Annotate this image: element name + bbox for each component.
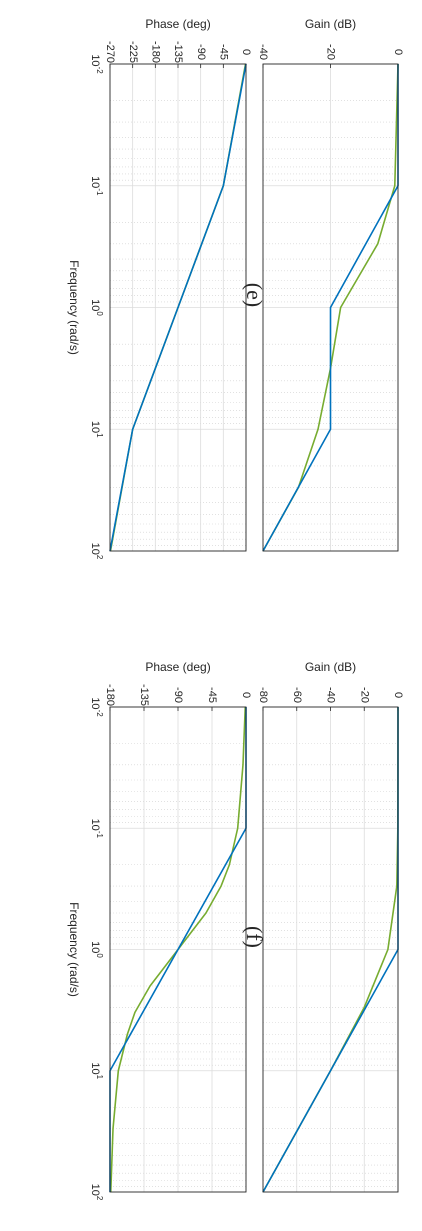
x-tick-label: 101 (89, 1062, 104, 1079)
x-tick-label: 102 (89, 1184, 104, 1201)
y-tick-label: -40 (325, 687, 337, 703)
y-tick-label: -180 (149, 41, 161, 63)
y-tick-label: -90 (195, 44, 207, 60)
y-axis-label: Gain (dB) (305, 660, 356, 674)
y-tick-label: 0 (240, 692, 252, 698)
x-tick-label: 10-1 (89, 176, 104, 196)
y-tick-label: -45 (217, 44, 229, 60)
x-tick-label: 10-1 (89, 819, 104, 839)
panel-label: (e) (242, 283, 267, 307)
y-axis-label: Gain (dB) (305, 17, 356, 31)
asymptotic-approximation-line (109, 63, 247, 552)
y-tick-label: -135 (138, 684, 150, 706)
gain-subplot: -40 -20 0 Gain (dB) (257, 17, 404, 552)
gain-subplot: -80 -60 -40 -20 0 Gain (dB) (257, 660, 404, 1193)
y-axis-label: Phase (deg) (145, 660, 210, 674)
y-tick-label: 0 (392, 692, 404, 698)
y-tick-label: 0 (392, 49, 404, 55)
x-tick-label: 10-2 (89, 54, 104, 74)
phase-subplot: -180 -135 -90 -45 0 Phase (deg) (104, 660, 252, 1193)
y-tick-label: -180 (104, 684, 116, 706)
y-tick-label: -80 (257, 687, 269, 703)
figure-f: -80 -60 -40 -20 0 Gain (dB) -180 -135 -90 -45 0 Pha… (67, 660, 404, 1201)
y-axis-label: Phase (deg) (145, 17, 210, 31)
figure-e: -40 -20 0 Gain (dB) -270 -225 -180 -135 -90 -45 0 P… (67, 17, 404, 560)
x-tick-label: 102 (89, 543, 104, 560)
x-tick-label: 101 (89, 421, 104, 438)
y-tick-label: -225 (127, 41, 139, 63)
x-tick-label: 100 (89, 941, 104, 958)
panel-label: (f) (242, 926, 267, 948)
x-tick-label: 10-2 (89, 697, 104, 717)
y-tick-label: -45 (206, 687, 218, 703)
phase-subplot: -270 -225 -180 -135 -90 -45 0 Phase (deg) (104, 17, 252, 552)
x-axis-label: Frequency (rad/s) (67, 902, 81, 997)
y-tick-label: 0 (240, 49, 252, 55)
y-tick-label: -90 (172, 687, 184, 703)
y-tick-label: -20 (325, 44, 337, 60)
y-tick-label: -40 (257, 44, 269, 60)
x-tick-label: 100 (89, 299, 104, 316)
y-tick-label: -20 (358, 687, 370, 703)
y-tick-label: -135 (172, 41, 184, 63)
y-tick-label: -270 (104, 41, 116, 63)
x-axis-label: Frequency (rad/s) (67, 260, 81, 355)
y-tick-label: -60 (291, 687, 303, 703)
